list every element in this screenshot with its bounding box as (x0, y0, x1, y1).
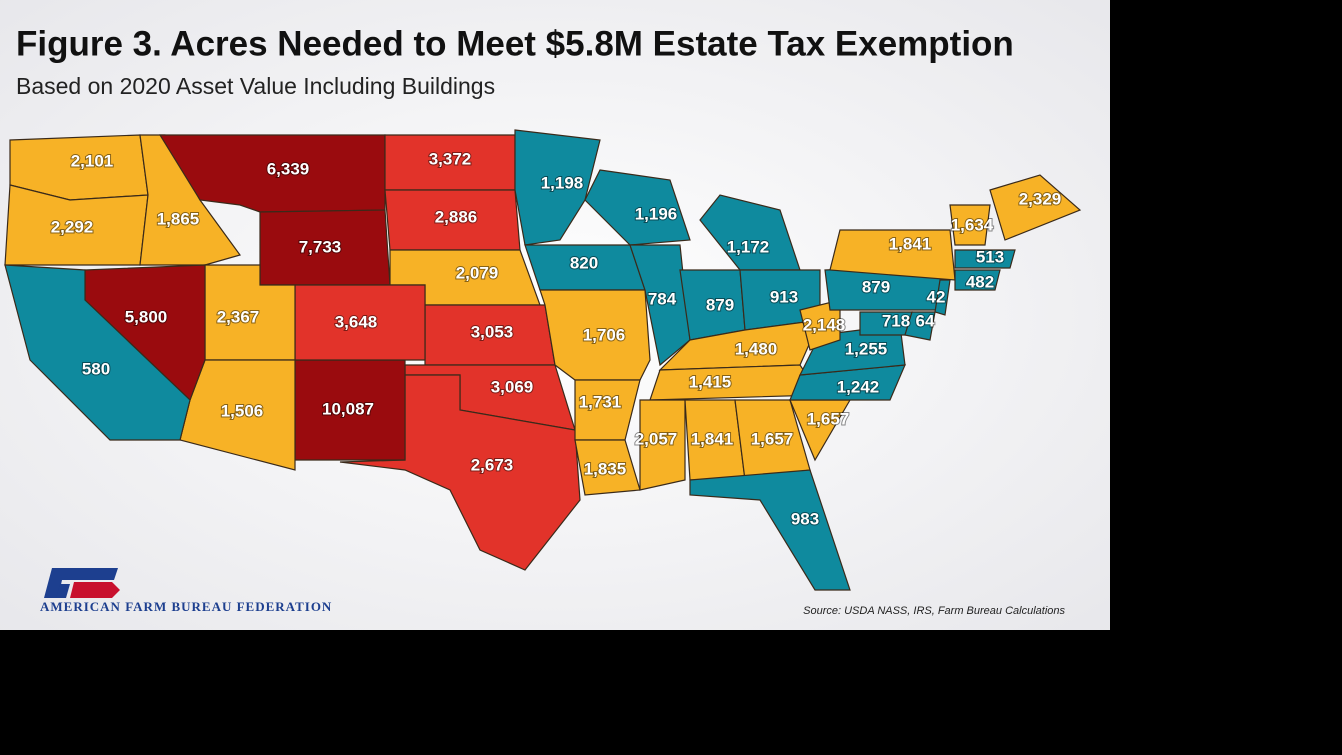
state-region (934, 279, 951, 316)
state-label: 1,480 (735, 339, 778, 358)
state-label: 913 (770, 287, 798, 306)
state-label: 2,367 (217, 307, 260, 326)
state-label: 7,733 (299, 237, 342, 256)
state-label: 2,329 (1019, 189, 1062, 208)
state-label: 1,255 (845, 339, 888, 358)
state-label: 1,657 (807, 409, 850, 428)
state-region (514, 129, 601, 246)
state-label: 5,800 (125, 307, 168, 326)
state-label: 2,148 (803, 315, 846, 334)
state-label: 1,415 (689, 372, 732, 391)
state-label: 3,053 (471, 322, 514, 341)
state-label: 42 (927, 287, 946, 306)
state-region (949, 204, 991, 246)
state-region (629, 244, 691, 367)
state-label: 3,069 (491, 377, 534, 396)
state-label: 3,648 (335, 312, 378, 331)
state-label: 2,673 (471, 455, 514, 474)
state-region (4, 264, 191, 441)
state-label: 1,196 (635, 204, 678, 223)
state-label: 6,339 (267, 159, 310, 178)
state-region (339, 374, 581, 571)
title: Figure 3. Acres Needed to Meet $5.8M Est… (16, 24, 1014, 63)
state-label: 1,841 (889, 234, 932, 253)
state-label: 879 (706, 295, 734, 314)
state-label: 1,506 (221, 401, 264, 420)
state-label: 1,731 (579, 392, 622, 411)
map: 2,101 2,292 1,865 6,339 7,733 3,372 2,886 2,079… (4, 129, 1082, 591)
state-label: 3,372 (429, 149, 472, 168)
state-label: 2,057 (635, 429, 678, 448)
state-region (584, 169, 691, 246)
state-label: 2,886 (435, 207, 478, 226)
state-label: 2,079 (456, 263, 499, 282)
state-region (689, 469, 851, 591)
logo (44, 568, 120, 598)
state-label: 10,087 (322, 399, 374, 418)
state-label: 2,292 (51, 217, 94, 236)
state-label: 482 (966, 272, 994, 291)
state-region (904, 311, 936, 341)
state-region (799, 299, 841, 351)
subtitle: Based on 2020 Asset Value Including Buil… (16, 73, 495, 99)
state-label: 1,172 (727, 237, 770, 256)
state-label: 983 (791, 509, 819, 528)
state-label: 1,865 (157, 209, 200, 228)
state-label: 879 (862, 277, 890, 296)
state-label: 1,242 (837, 377, 880, 396)
state-label: 1,706 (583, 325, 626, 344)
state-label: 513 (976, 247, 1004, 266)
state-label: 784 (648, 289, 677, 308)
state-label: 1,198 (541, 173, 584, 192)
state-label: 1,841 (691, 429, 734, 448)
state-label: 1,634 (951, 215, 994, 234)
state-label: 64 (916, 311, 935, 330)
organization: AMERICAN FARM BUREAU FEDERATION (40, 599, 332, 614)
state-label: 718 (882, 311, 910, 330)
state-label: 580 (82, 359, 110, 378)
state-label: 2,101 (71, 151, 114, 170)
state-region (639, 399, 686, 491)
state-region (699, 194, 801, 271)
source-note: Source: USDA NASS, IRS, Farm Bureau Calc… (803, 605, 1065, 617)
state-region (954, 269, 1001, 291)
state-region (989, 174, 1082, 241)
state-label: 1,835 (584, 459, 627, 478)
state-label: 820 (570, 253, 598, 272)
state-label: 1,657 (751, 429, 794, 448)
state-region (954, 249, 1016, 269)
